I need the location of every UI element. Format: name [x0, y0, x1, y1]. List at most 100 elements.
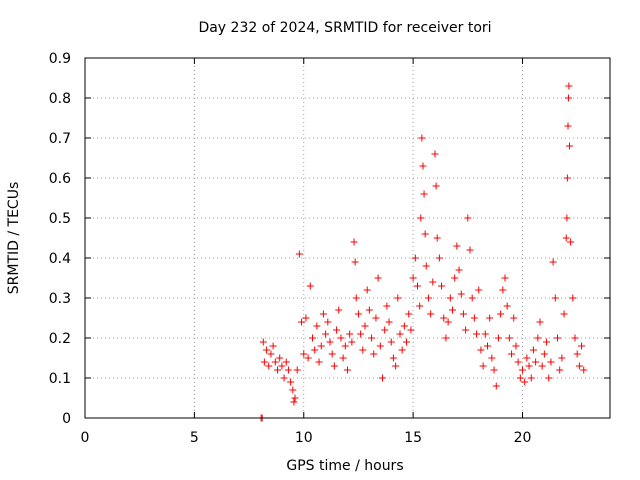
data-point	[344, 366, 351, 374]
data-point	[486, 314, 494, 322]
data-point	[298, 318, 306, 326]
x-axis-label: GPS time / hours	[286, 458, 403, 474]
data-point	[317, 342, 325, 350]
data-point	[396, 330, 404, 338]
data-point	[381, 326, 389, 334]
gridlines	[85, 58, 610, 418]
data-point	[322, 330, 330, 338]
data-point	[438, 282, 446, 290]
data-point	[501, 274, 509, 282]
data-point	[284, 366, 292, 374]
data-point	[580, 366, 588, 374]
data-point	[354, 310, 362, 318]
data-point	[490, 366, 498, 374]
data-point	[534, 334, 542, 342]
data-point	[432, 182, 440, 190]
data-point	[566, 142, 574, 150]
data-point	[359, 346, 367, 354]
data-point	[351, 258, 359, 266]
data-point	[519, 366, 526, 374]
data-point	[442, 334, 450, 342]
data-point	[564, 122, 572, 130]
x-tick-label: 5	[190, 430, 199, 446]
data-point	[350, 238, 358, 246]
data-point	[385, 318, 393, 326]
data-point	[289, 386, 297, 394]
data-point	[573, 350, 581, 358]
data-point	[387, 338, 395, 346]
data-point	[328, 350, 336, 358]
data-point	[556, 366, 564, 374]
data-point	[346, 330, 354, 338]
data-point	[558, 354, 566, 362]
data-point	[324, 318, 332, 326]
data-point	[339, 354, 347, 362]
data-point	[470, 314, 478, 322]
data-point	[278, 362, 286, 370]
y-tick-label: 0.1	[49, 371, 71, 387]
data-point	[326, 338, 334, 346]
data-point	[304, 354, 312, 362]
data-point	[419, 162, 427, 170]
data-point	[523, 354, 531, 362]
data-point	[435, 254, 443, 262]
data-point	[503, 302, 511, 310]
data-point	[403, 338, 411, 346]
data-point	[300, 350, 308, 358]
y-tick-label: 0.3	[49, 291, 71, 307]
data-point	[529, 346, 537, 354]
y-tick-label: 0.4	[49, 251, 71, 267]
y-tick-label: 0.7	[49, 131, 71, 147]
data-point	[547, 358, 555, 366]
data-point	[365, 306, 373, 314]
data-point	[330, 362, 338, 370]
data-point	[464, 214, 472, 222]
data-point	[562, 234, 570, 242]
data-point	[405, 310, 413, 318]
y-tick-label: 0.6	[49, 171, 71, 187]
x-tick-label: 10	[295, 430, 313, 446]
axis-ticks: 0 0.1 0.2 0.3 0.4 0.5 0.6 0.7 0.8 0.9 0 5 10 15 20	[49, 51, 610, 446]
y-tick-label: 0.5	[49, 211, 71, 227]
data-point	[280, 374, 288, 382]
data-point	[429, 278, 437, 286]
data-point	[477, 346, 485, 354]
data-point	[341, 342, 349, 350]
chart-title: Day 232 of 2024, SRMTID for receiver tor…	[198, 20, 491, 36]
data-point	[302, 314, 310, 322]
data-point	[333, 326, 341, 334]
data-point	[527, 374, 535, 382]
data-point	[348, 338, 356, 346]
data-point	[311, 346, 319, 354]
data-point	[417, 214, 425, 222]
data-point	[536, 318, 544, 326]
data-point	[290, 398, 298, 406]
data-point	[575, 362, 583, 370]
data-point	[418, 134, 426, 142]
data-point	[293, 366, 301, 374]
data-point	[287, 378, 295, 386]
data-point	[473, 330, 481, 338]
data-point	[455, 266, 463, 274]
data-point	[444, 318, 452, 326]
data-point	[459, 310, 467, 318]
data-point	[370, 350, 378, 358]
data-point	[361, 322, 369, 330]
data-point	[422, 262, 430, 270]
data-point	[563, 214, 571, 222]
y-tick-label: 0	[62, 411, 71, 427]
data-point	[516, 374, 524, 382]
data-point	[337, 334, 345, 342]
data-point	[468, 294, 476, 302]
data-point	[571, 334, 579, 342]
data-point	[421, 230, 429, 238]
data-point	[440, 314, 448, 322]
data-point	[481, 330, 489, 338]
data-point	[265, 362, 273, 370]
data-point	[569, 294, 577, 302]
data-point	[379, 374, 386, 382]
x-tick-label: 0	[81, 430, 90, 446]
data-point	[449, 306, 456, 314]
data-point	[510, 314, 518, 322]
